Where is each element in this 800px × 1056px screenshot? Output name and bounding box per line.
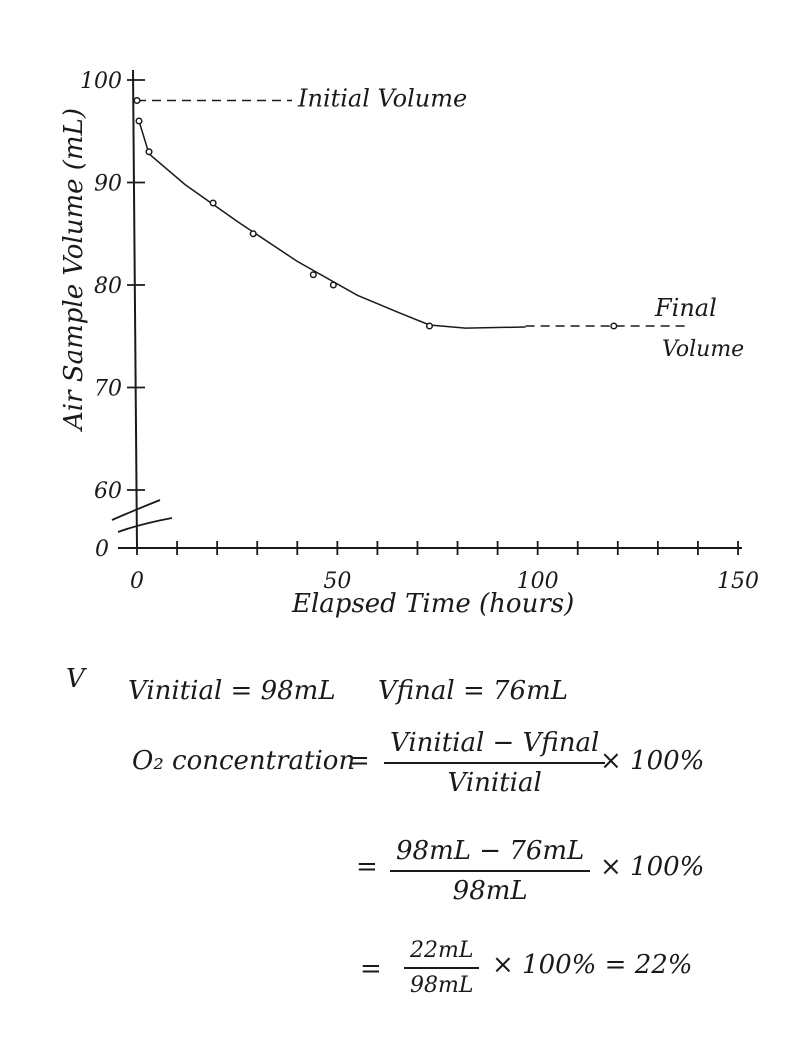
volume-chart: 0 50 100 150 60 70 80 90 100 0 Initial Volume F…: [59, 69, 759, 619]
fraction-2-numerator: 98mL − 76mL: [390, 836, 591, 872]
v-final-value: Vfinal = 76mL: [378, 676, 568, 706]
data-point: [135, 117, 143, 125]
v-label: V: [66, 664, 85, 694]
y-tick-label: 80: [94, 274, 122, 299]
y-tick-label: 70: [94, 377, 122, 402]
x-tick-label: 150: [717, 569, 759, 594]
fraction-2: 98mL − 76mL 98mL: [390, 836, 591, 906]
y-ticks: 60 70 80 90 100: [80, 69, 145, 504]
initial-volume-label: Initial Volume: [297, 85, 467, 113]
fraction-1: Vinitial − Vfinal Vinitial: [384, 728, 606, 798]
y-axis-title: Air Sample Volume (mL): [59, 108, 89, 432]
o2-concentration-label: O₂ concentration: [132, 746, 356, 776]
equals-3: =: [360, 954, 382, 984]
data-point: [610, 322, 618, 330]
final-volume-label-line2: Volume: [662, 337, 744, 362]
y-tick-label: 90: [94, 172, 122, 197]
y-tick-label: 100: [80, 69, 122, 94]
data-point: [309, 271, 317, 279]
x-axis-title: Elapsed Time (hours): [291, 589, 574, 619]
x-tick-label: 50: [323, 569, 351, 594]
y-tick-label: 60: [94, 479, 122, 504]
x-ticks: 0 50 100 150: [130, 541, 759, 594]
data-point: [209, 199, 217, 207]
times-100-result: × 100% = 22%: [492, 950, 693, 980]
axis-break-mark: [111, 499, 173, 533]
data-point: [425, 322, 434, 330]
data-point: [329, 281, 337, 289]
final-volume-label-line1: Final: [654, 294, 717, 322]
fraction-3: 22mL 98mL: [404, 938, 480, 998]
fraction-3-numerator: 22mL: [404, 938, 480, 969]
fraction-1-denominator: Vinitial: [447, 768, 542, 798]
times-100-2: × 100%: [600, 852, 705, 882]
times-100-1: × 100%: [600, 746, 705, 776]
v-initial-value: Vinitial = 98mL: [128, 676, 336, 706]
fraction-2-denominator: 98mL: [452, 876, 528, 906]
fraction-1-numerator: Vinitial − Vfinal: [384, 728, 606, 764]
data-point: [145, 148, 153, 156]
data-point: [249, 230, 257, 238]
y-zero-label: 0: [95, 537, 109, 562]
equals-1: =: [348, 746, 370, 776]
y-axis: [132, 69, 138, 549]
data-point: [133, 96, 141, 105]
equals-2: =: [356, 852, 378, 882]
fit-curve: [138, 120, 526, 329]
data-points: [133, 96, 618, 330]
x-tick-label: 100: [517, 569, 559, 594]
x-tick-label: 0: [130, 569, 144, 594]
fraction-3-denominator: 98mL: [410, 973, 474, 998]
